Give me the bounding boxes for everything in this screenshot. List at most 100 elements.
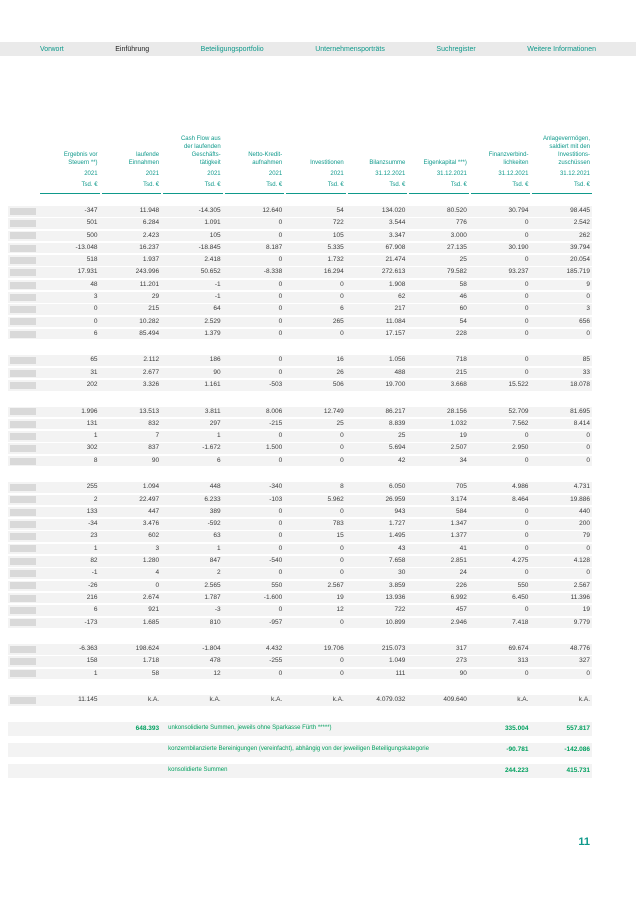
nav-item-4[interactable]: Unternehmensporträts xyxy=(315,45,385,53)
table-cell: 0 xyxy=(340,293,344,301)
table-cell: 243.996 xyxy=(135,268,160,276)
table-cell: 215 xyxy=(148,305,160,313)
table-cell: 1.049 xyxy=(389,657,406,665)
table-cell: 327 xyxy=(579,657,590,665)
nav-item-1[interactable]: Vorwort xyxy=(40,45,64,53)
nav-item-2[interactable]: Einführung xyxy=(115,45,150,53)
table-cell: 2.567 xyxy=(573,581,590,589)
table-cell: 200 xyxy=(579,520,590,528)
table-cell: 23 xyxy=(90,532,98,540)
table-row: 255 1.094 448 -340 8 6.050 705 4.986 4.731 xyxy=(8,482,592,493)
table-cell: 409.640 xyxy=(443,696,467,704)
table-cell: 6.050 xyxy=(389,483,406,491)
row-label-redacted xyxy=(10,670,36,678)
table-cell: 0 xyxy=(340,657,344,665)
row-label-redacted xyxy=(10,594,36,602)
table-cell: 58 xyxy=(151,669,160,677)
table-cell: 722 xyxy=(394,606,406,614)
table-cell: 0 xyxy=(524,293,529,301)
table-cell: 12.749 xyxy=(323,407,344,415)
row-label-redacted xyxy=(10,606,36,614)
table-row: -347 11.948 -14.305 12.640 54 134.020 80.520 30… xyxy=(8,206,592,217)
table-cell: 656 xyxy=(579,317,590,325)
table-cell: 500 xyxy=(86,231,98,239)
nav-item-3[interactable]: Beteiligungsportfolio xyxy=(200,45,264,53)
row-label-redacted xyxy=(10,696,36,704)
table-cell: 46 xyxy=(459,293,467,301)
table-cell: 0 xyxy=(340,432,344,440)
table-cell: 48 xyxy=(90,280,98,288)
row-label-redacted xyxy=(10,293,36,301)
table-cell: 2.112 xyxy=(143,356,160,364)
table-cell: 0 xyxy=(278,544,283,552)
table-cell: 0 xyxy=(278,368,283,376)
column-header: Eigenkapital ***) 31.12.2021 Tsd. € xyxy=(409,122,469,194)
table-cell: 216 xyxy=(86,593,98,601)
table-cell: 447 xyxy=(148,507,160,515)
column-header: Netto-Kredit- aufnahmen 2021 Tsd. € xyxy=(224,122,285,194)
table-cell: 0 xyxy=(340,507,344,515)
table-cell: 302 xyxy=(86,444,98,452)
table-cell: 602 xyxy=(148,532,160,540)
table-cell: 943 xyxy=(394,507,406,515)
table-cell: 2.565 xyxy=(204,581,221,589)
table-cell: 0 xyxy=(524,520,529,528)
row-group: -347 11.948 -14.305 12.640 54 134.020 80.520 30… xyxy=(8,206,592,340)
table-cell: 7 xyxy=(155,432,160,440)
table-cell: 13.936 xyxy=(385,593,406,601)
table-cell: 2.542 xyxy=(573,219,590,227)
table-cell: -14.305 xyxy=(198,207,221,214)
table-cell: 0 xyxy=(340,329,344,337)
column-header: Cash Flow aus der laufenden Geschäfts- t… xyxy=(163,122,223,194)
table-summary: 648.393 unkonsolidierte Summen, jeweils o… xyxy=(8,721,592,778)
table-cell: 134.020 xyxy=(381,207,406,214)
table-cell: 0 xyxy=(278,356,283,364)
table-cell: 16.237 xyxy=(139,243,160,251)
table-row: 501 6.284 1.091 0 722 3.544 776 0 2.542 xyxy=(8,218,592,229)
table-cell: 12 xyxy=(336,606,344,614)
table-cell: 1.908 xyxy=(389,280,406,288)
table-cell: 1.056 xyxy=(389,356,406,364)
table-cell: 10.899 xyxy=(385,618,406,626)
column-period: 2021 xyxy=(330,171,344,178)
table-cell: -1 xyxy=(91,569,98,577)
nav-item-6[interactable]: Weitere Informationen xyxy=(527,45,596,53)
table-cell: 0 xyxy=(524,432,529,440)
row-label-redacted xyxy=(10,645,36,653)
table-row: 2 22.497 6.233 -103 5.962 26.959 3.174 8.464 19.… xyxy=(8,494,592,506)
table-cell: 90 xyxy=(213,368,221,376)
table-cell: 131 xyxy=(86,419,98,427)
table-cell: 19.886 xyxy=(570,495,590,503)
table-cell: k.A. xyxy=(578,696,590,704)
header-spacer xyxy=(8,122,38,194)
table-cell: 0 xyxy=(278,456,283,464)
table-cell: 198.624 xyxy=(135,645,160,653)
table-cell: 63 xyxy=(213,532,221,540)
row-label-redacted xyxy=(10,545,36,553)
table-cell: 7.418 xyxy=(512,618,529,626)
table-cell: 1.732 xyxy=(327,256,344,264)
nav-item-5[interactable]: Suchregister xyxy=(436,45,476,53)
table-cell: 1.727 xyxy=(389,520,406,528)
table-cell: 15.522 xyxy=(508,381,529,389)
column-period: 31.12.2021 xyxy=(498,171,529,178)
table-cell: 0 xyxy=(278,432,283,440)
row-label-redacted xyxy=(10,408,36,416)
table-cell: 0 xyxy=(524,507,529,515)
table-cell: 501 xyxy=(86,219,98,227)
table-cell: 584 xyxy=(456,507,467,515)
row-label-redacted xyxy=(10,533,36,541)
column-unit: Tsd. € xyxy=(512,182,529,189)
table-cell: 52.709 xyxy=(508,407,529,415)
column-period: 31.12.2021 xyxy=(375,171,406,178)
table-cell: 0 xyxy=(586,544,590,552)
table-cell: 28.156 xyxy=(446,407,467,415)
table-cell: 4.079.032 xyxy=(376,696,406,704)
row-label-redacted xyxy=(10,220,36,228)
table-cell: 0 xyxy=(340,669,344,677)
table-cell: 0 xyxy=(93,317,98,325)
table-cell: 15 xyxy=(336,532,344,540)
table-cell: 0 xyxy=(586,669,590,677)
table-row: 6 921 -3 0 12 722 457 0 19 xyxy=(8,605,592,616)
table-row: 518 1.937 2.418 0 1.732 21.474 25 0 20.054 xyxy=(8,255,592,266)
